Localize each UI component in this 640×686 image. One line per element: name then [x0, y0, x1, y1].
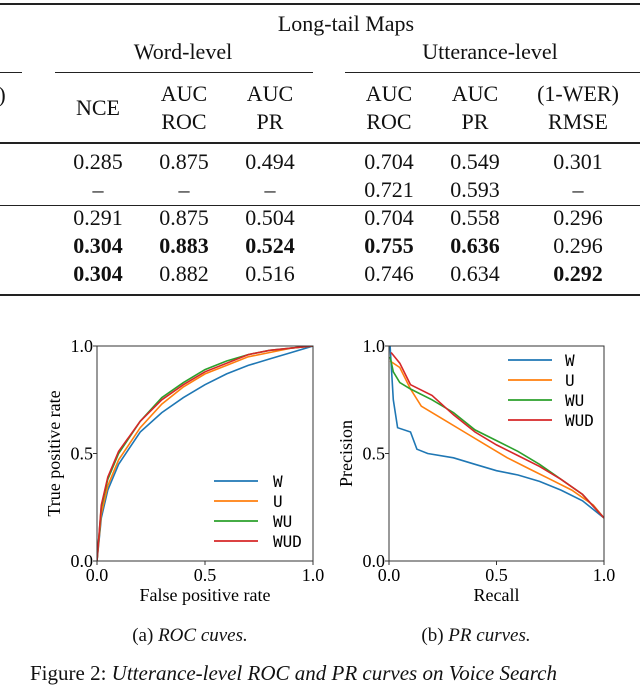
table-bottom-rule: [0, 294, 640, 296]
x-axis-label: Recall: [474, 585, 520, 605]
table-cell: 0.755: [364, 233, 414, 258]
table-cell: 0.304: [73, 261, 123, 286]
cmidrule-utterance: [345, 72, 640, 73]
table-cell: 0.558: [450, 205, 500, 230]
cut-left-header: ): [0, 84, 6, 106]
figure-charts: 0.0 0.5 1.0 0.0 0.5 1.0 False positive rate Tru…: [44, 336, 615, 605]
table-cell: 0.549: [450, 149, 500, 174]
series-line-wud: [390, 351, 604, 519]
figure-caption-text: Utterance-level ROC and PR curves on Voi…: [111, 661, 557, 685]
group-header: Long-tail Maps: [277, 11, 415, 36]
table-cell: 0.285: [73, 149, 123, 174]
column-header-line2: ROC: [366, 109, 412, 134]
x-tick-label: 0.5: [485, 565, 508, 585]
table-cell: 0.292: [553, 261, 603, 286]
table-cell: 0.291: [73, 205, 123, 230]
y-tick-label: 1.0: [363, 336, 386, 356]
table-cell: 0.883: [159, 233, 209, 258]
x-tick-label: 0.0: [378, 565, 401, 585]
x-tick-label: 1.0: [302, 565, 325, 585]
subgroup-utterance-level: Utterance-level: [422, 39, 558, 64]
legend-label: WU: [273, 512, 292, 531]
y-tick-label: 1.0: [71, 336, 94, 356]
legend-label: WU: [565, 391, 584, 410]
subgroup-word-level: Word-level: [133, 39, 233, 64]
y-tick-label: 0.5: [71, 444, 94, 464]
column-header-line2: PR: [461, 109, 489, 134]
subcaption-a: (a) ROC cuves.: [132, 625, 248, 647]
series-line-wud: [97, 346, 313, 561]
y-axis-label: Precision: [336, 420, 356, 487]
table-cell: 0.301: [553, 149, 603, 174]
table-cell: 0.296: [553, 233, 603, 258]
cmidrule-word: [55, 72, 313, 73]
subcaption-b-prefix: (b): [421, 625, 449, 646]
table-cell: 0.704: [364, 205, 414, 230]
table-cell: –: [178, 177, 190, 202]
table-cell: 0.524: [245, 233, 295, 258]
series-line-w: [389, 346, 604, 519]
column-header-line2: PR: [256, 109, 284, 134]
column-header-line2: ROC: [161, 109, 207, 134]
figure-caption-prefix: Figure 2:: [30, 661, 112, 685]
column-header-line1: (1-WER): [537, 81, 619, 106]
table-cell: 0.746: [364, 261, 414, 286]
table-cell: 0.875: [159, 205, 209, 230]
y-tick-label: 0.5: [363, 444, 386, 464]
x-tick-label: 0.5: [194, 565, 217, 585]
x-tick-label: 1.0: [593, 565, 616, 585]
table-cell: –: [264, 177, 276, 202]
subcaption-b: (b) PR curves.: [421, 625, 530, 647]
legend-label: WUD: [273, 532, 302, 551]
table-cell: 0.304: [73, 233, 123, 258]
table-cell: –: [572, 177, 584, 202]
column-header-line1: AUC: [246, 81, 294, 106]
y-tick-label: 0.0: [363, 551, 386, 571]
table-cell: 0.634: [450, 261, 500, 286]
column-header-line1: AUC: [160, 81, 208, 106]
table-cell: 0.296: [553, 205, 603, 230]
subcaption-a-prefix: (a): [132, 625, 159, 646]
cmidrule-left: [0, 72, 22, 73]
table-cell: 0.504: [245, 205, 295, 230]
figure-caption: Figure 2: Utterance-level ROC and PR cur…: [30, 661, 557, 686]
legend-label: U: [565, 371, 575, 390]
subcaption-b-text: PR curves.: [448, 625, 531, 646]
table-top-rule: [0, 3, 640, 5]
y-tick-label: 0.0: [71, 551, 94, 571]
x-axis-label: False positive rate: [140, 585, 271, 605]
column-header-line2: RMSE: [548, 109, 608, 134]
subcaption-a-text: ROC cuves.: [158, 625, 248, 646]
y-axis-label: True positive rate: [44, 390, 64, 516]
table-cell: 0.882: [159, 261, 209, 286]
legend-label: U: [273, 492, 283, 511]
table-cell: –: [92, 177, 104, 202]
table-cell: 0.593: [450, 177, 500, 202]
x-tick-label: 0.0: [86, 565, 109, 585]
column-header-line1: AUC: [365, 81, 413, 106]
column-header-line1: AUC: [451, 81, 499, 106]
header-rule: [0, 142, 640, 144]
table-cell: 0.704: [364, 149, 414, 174]
series-line-w: [97, 346, 313, 561]
table-cell: 0.875: [159, 149, 209, 174]
legend-label: WUD: [565, 411, 594, 430]
table-cell: 0.494: [245, 149, 295, 174]
table-cell: 0.636: [450, 233, 500, 258]
column-header-line2: NCE: [76, 95, 120, 120]
legend-label: W: [273, 472, 283, 491]
legend-label: W: [565, 351, 575, 370]
mid-rule: [0, 205, 640, 206]
table-cell: 0.721: [364, 177, 414, 202]
roc-chart: 0.0 0.5 1.0 0.0 0.5 1.0 False positive rate Tru…: [44, 336, 324, 605]
table-cell: 0.516: [245, 261, 295, 286]
series-line-u: [97, 346, 313, 561]
